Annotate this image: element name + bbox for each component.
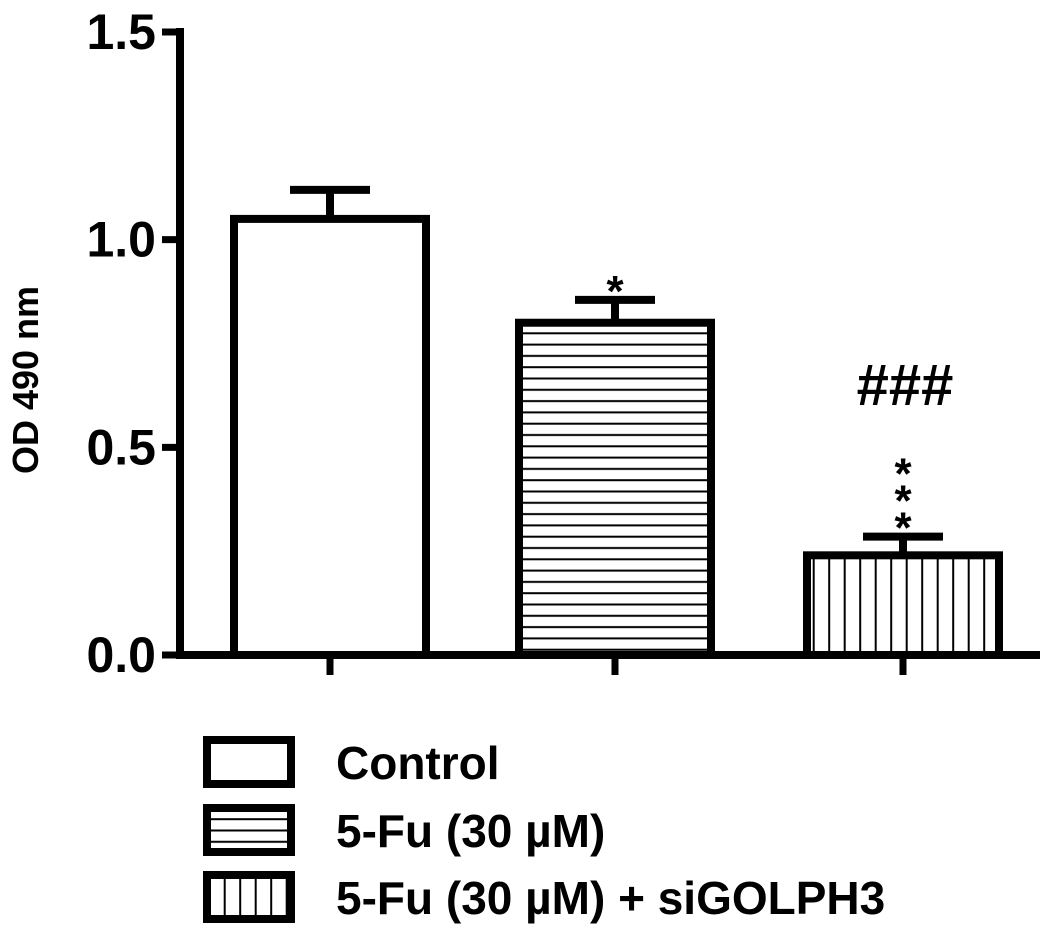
legend-swatch (203, 871, 295, 923)
legend-item: 5-Fu (30 µM) + siGOLPH3 (203, 871, 885, 924)
bar (515, 318, 715, 659)
legend: Control 5-Fu (30 µM) 5-Fu (30 µM) + siGOLP… (203, 736, 885, 924)
legend-swatch (203, 736, 295, 788)
y-tick-label: 0.5 (86, 419, 156, 475)
y-tick-label: 1.5 (86, 4, 156, 60)
significance-hash: ### (857, 353, 954, 418)
legend-item: 5-Fu (30 µM) (203, 804, 605, 857)
legend-item: Control (203, 736, 500, 789)
significance-star: * (894, 477, 912, 526)
bars (230, 214, 1003, 660)
y-tick-label: 1.0 (86, 212, 156, 268)
significance-star: * (606, 267, 624, 316)
bar (803, 551, 1003, 660)
error-bars (290, 185, 943, 556)
significance-star: * (894, 450, 912, 499)
y-tick-label: 0.0 (86, 627, 156, 683)
y-axis: 0.0 0.5 1.0 1.5 (86, 4, 184, 683)
legend-swatch (203, 804, 295, 856)
significance-annotations: ****### (606, 267, 953, 553)
legend-label: 5-Fu (30 µM) + siGOLPH3 (336, 872, 885, 924)
bar (230, 214, 430, 659)
significance-star: * (894, 504, 912, 553)
legend-label: 5-Fu (30 µM) (336, 805, 605, 857)
legend-label: Control (336, 737, 500, 789)
y-axis-label: OD 490 nm (5, 286, 46, 474)
